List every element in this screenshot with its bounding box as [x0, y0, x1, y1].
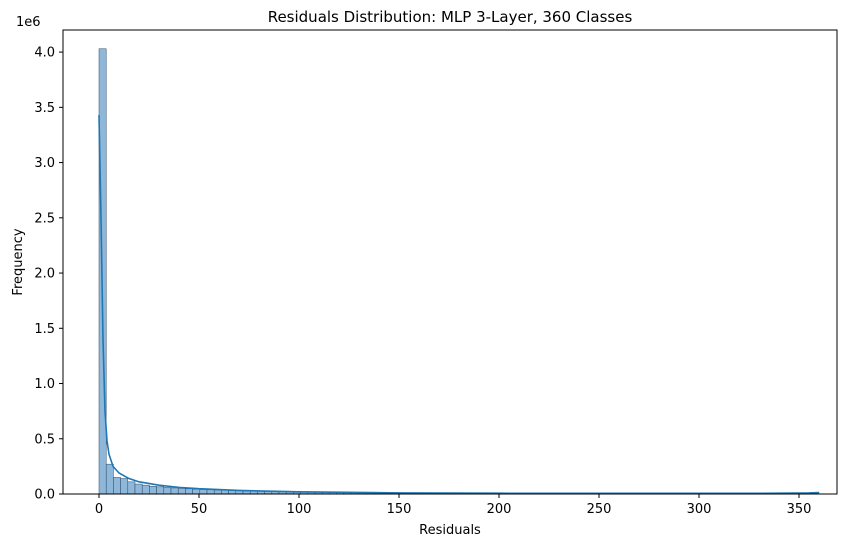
y-tick-label: 2.0: [34, 267, 55, 282]
kde-line: [98, 115, 820, 495]
histogram-bars: [98, 48, 820, 495]
x-tick-label: 0: [95, 502, 103, 517]
histogram-bar: [141, 484, 150, 495]
histogram-bar: [113, 477, 121, 495]
plot-frame: [62, 29, 838, 495]
chart-title: Residuals Distribution: MLP 3-Layer, 360…: [268, 8, 633, 26]
x-tick-label: 300: [687, 502, 712, 517]
histogram-bar: [177, 488, 186, 495]
y-tick-label: 1.5: [34, 322, 55, 337]
y-tick-label: 2.5: [34, 211, 55, 226]
y-tick-label: 3.5: [34, 101, 55, 116]
x-tick-label: 100: [287, 502, 312, 517]
x-axis-ticks: 0 50 100 150 200 250 300 350: [95, 494, 812, 517]
histogram-bar: [120, 478, 129, 495]
histogram-bar: [127, 481, 136, 495]
x-tick-label: 50: [191, 502, 208, 517]
histogram-bar: [134, 483, 143, 495]
x-tick-label: 200: [487, 502, 512, 517]
histogram-bar: [192, 488, 201, 495]
histogram-bar: [213, 489, 222, 495]
y-axis-offset-label: 1e6: [16, 15, 41, 30]
histogram-bar: [185, 488, 193, 495]
x-tick-label: 150: [387, 502, 412, 517]
histogram-bar: [199, 489, 208, 495]
y-tick-label: 0.5: [34, 432, 55, 447]
y-tick-label: 3.0: [34, 156, 55, 171]
x-axis-label: Residuals: [419, 523, 481, 538]
y-axis-ticks: 0.0 0.5 1.0 1.5 2.0 2.5 3.0 3.5 4.0: [34, 46, 63, 503]
kde-curve: [98, 115, 820, 495]
y-axis-label: Frequency: [11, 228, 26, 295]
histogram-bar: [221, 489, 229, 495]
histogram-bar: [149, 486, 157, 495]
histogram-bar: [206, 489, 215, 495]
histogram-bar: [156, 486, 165, 495]
x-tick-label: 350: [787, 502, 812, 517]
y-tick-label: 0.0: [34, 488, 55, 503]
y-tick-label: 1.0: [34, 377, 55, 392]
histogram-bar: [163, 487, 172, 495]
histogram-bar: [105, 463, 114, 495]
x-tick-label: 250: [587, 502, 612, 517]
y-tick-label: 4.0: [34, 46, 55, 61]
histogram-bar: [170, 487, 179, 495]
